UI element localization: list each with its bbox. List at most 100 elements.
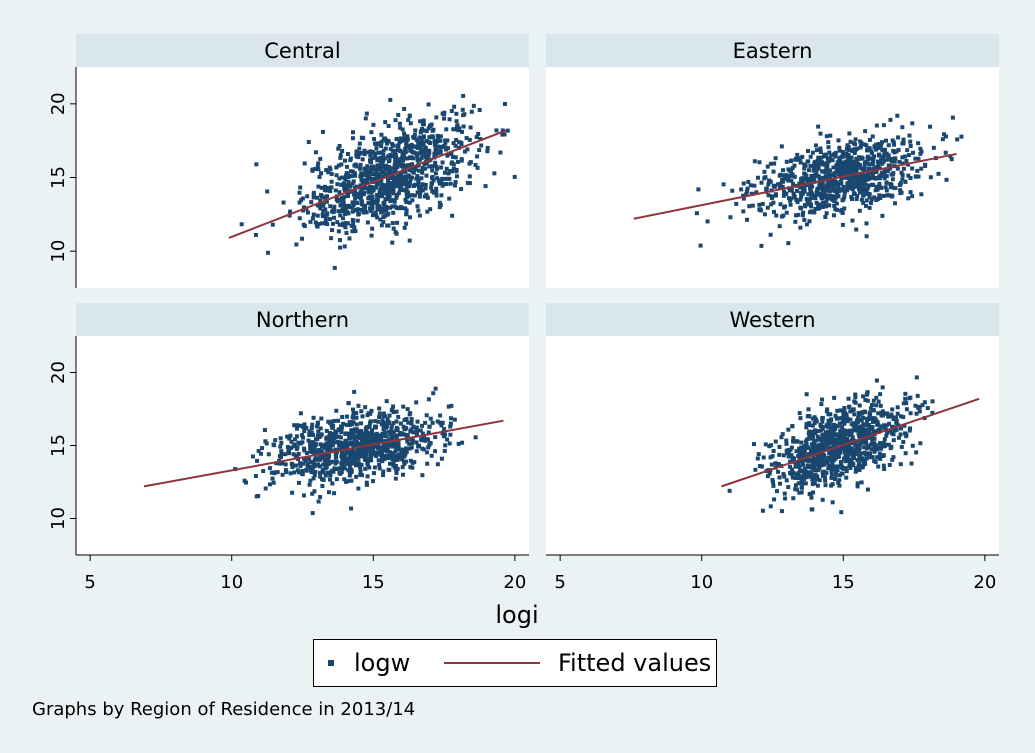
- data-point: [377, 451, 382, 456]
- data-point: [741, 196, 746, 201]
- data-point: [887, 166, 892, 171]
- data-point: [267, 482, 272, 487]
- data-point: [920, 403, 925, 408]
- data-point: [769, 202, 774, 207]
- data-point: [759, 243, 764, 248]
- data-point: [430, 168, 435, 173]
- data-point: [862, 461, 867, 466]
- data-point: [827, 168, 832, 173]
- data-point: [833, 413, 838, 418]
- data-point: [762, 169, 767, 174]
- data-point: [356, 211, 361, 216]
- data-point: [813, 196, 818, 201]
- data-point: [837, 158, 842, 163]
- data-point: [444, 166, 449, 171]
- data-point: [377, 190, 382, 195]
- data-point: [864, 452, 869, 457]
- data-point: [394, 471, 399, 476]
- data-point: [767, 471, 772, 476]
- data-point: [381, 201, 386, 206]
- data-point: [423, 145, 428, 150]
- data-point: [379, 422, 384, 427]
- data-point: [288, 209, 293, 214]
- data-point: [352, 389, 357, 394]
- data-point: [864, 456, 869, 461]
- data-point: [882, 437, 887, 442]
- data-point: [765, 205, 770, 210]
- data-point: [847, 131, 852, 136]
- data-point: [830, 426, 835, 431]
- data-point: [768, 504, 773, 509]
- data-point: [325, 447, 330, 452]
- data-point: [819, 155, 824, 160]
- data-point: [340, 149, 345, 154]
- data-point: [299, 198, 304, 203]
- data-point: [864, 198, 869, 203]
- data-point: [823, 174, 828, 179]
- data-point: [870, 435, 875, 440]
- data-point: [776, 182, 781, 187]
- data-point: [402, 450, 407, 455]
- data-point: [856, 174, 861, 179]
- data-point: [848, 461, 853, 466]
- data-point: [819, 196, 824, 201]
- data-point: [823, 478, 828, 483]
- data-point: [311, 192, 316, 197]
- data-point: [423, 420, 428, 425]
- data-point: [375, 173, 380, 178]
- data-point: [344, 414, 349, 419]
- data-point: [816, 155, 821, 160]
- data-point: [341, 208, 346, 213]
- data-point: [467, 137, 472, 142]
- data-point: [817, 478, 822, 483]
- data-point: [344, 221, 349, 226]
- data-point: [838, 181, 843, 186]
- data-point: [830, 158, 835, 163]
- data-point: [829, 418, 834, 423]
- data-point: [815, 158, 820, 163]
- data-point: [364, 210, 369, 215]
- data-point: [473, 435, 478, 440]
- data-point: [349, 506, 354, 511]
- data-point: [456, 441, 461, 446]
- data-point: [376, 419, 381, 424]
- data-point: [297, 190, 302, 195]
- data-point: [324, 428, 329, 433]
- data-point: [421, 118, 426, 123]
- data-point: [902, 423, 907, 428]
- data-point: [438, 203, 443, 208]
- data-point: [831, 213, 836, 218]
- data-point: [438, 148, 443, 153]
- data-point: [400, 457, 405, 462]
- data-point: [919, 166, 924, 171]
- data-point: [752, 183, 757, 188]
- data-point: [856, 463, 861, 468]
- data-point: [379, 450, 384, 455]
- data-point: [872, 449, 877, 454]
- data-point: [475, 165, 480, 170]
- data-point: [853, 442, 858, 447]
- data-point: [837, 148, 842, 153]
- data-point: [390, 455, 395, 460]
- data-point: [310, 422, 315, 427]
- data-point: [800, 213, 805, 218]
- data-point: [918, 441, 923, 446]
- data-point: [880, 161, 885, 166]
- data-point: [886, 153, 891, 158]
- data-point: [779, 509, 784, 514]
- data-point: [426, 445, 431, 450]
- data-point: [755, 175, 760, 180]
- data-point: [352, 437, 357, 442]
- data-point: [262, 428, 267, 433]
- data-point: [364, 432, 369, 437]
- data-point: [336, 418, 341, 423]
- data-point: [866, 431, 871, 436]
- data-point: [857, 190, 862, 195]
- data-point: [430, 181, 435, 186]
- data-point: [333, 188, 338, 193]
- data-point: [372, 151, 377, 156]
- data-point: [380, 447, 385, 452]
- data-point: [460, 440, 465, 445]
- data-point: [819, 446, 824, 451]
- data-point: [402, 136, 407, 141]
